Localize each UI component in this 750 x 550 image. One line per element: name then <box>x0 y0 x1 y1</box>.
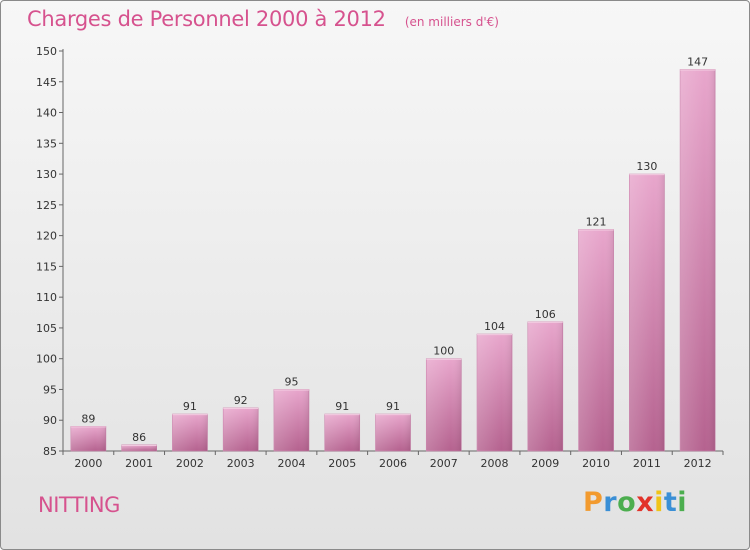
x-tick-label: 2008 <box>481 457 509 470</box>
bar-value-label: 92 <box>234 394 248 407</box>
y-tick-label: 135 <box>36 137 57 150</box>
x-tick-label: 2005 <box>328 457 356 470</box>
bar-value-label: 147 <box>687 55 708 68</box>
y-tick-label: 95 <box>43 383 57 396</box>
x-tick-label: 2003 <box>227 457 255 470</box>
y-tick-label: 125 <box>36 199 57 212</box>
proxiti-logo: Proxiti <box>583 487 687 518</box>
chart-title: Charges de Personnel 2000 à 2012 <box>27 7 386 31</box>
x-tick-label: 2009 <box>531 457 559 470</box>
chart-title-block: Charges de Personnel 2000 à 2012 (en mil… <box>27 7 499 31</box>
bar-value-label: 91 <box>386 400 400 413</box>
y-tick-label: 100 <box>36 353 57 366</box>
bar-value-label: 86 <box>132 431 146 444</box>
x-tick-label: 2004 <box>277 457 305 470</box>
x-tick-label: 2007 <box>430 457 458 470</box>
bar-value-label: 106 <box>535 308 556 321</box>
x-tick-label: 2011 <box>633 457 661 470</box>
x-tick-label: 2012 <box>684 457 712 470</box>
y-tick-label: 90 <box>43 414 57 427</box>
x-tick-label: 2002 <box>176 457 204 470</box>
x-tick-label: 2010 <box>582 457 610 470</box>
bar-value-label: 104 <box>484 320 505 333</box>
bar-shade <box>273 389 309 451</box>
bar-value-label: 91 <box>183 400 197 413</box>
x-tick-label: 2000 <box>74 457 102 470</box>
bar-shade <box>578 229 614 451</box>
bar-value-label: 121 <box>586 215 607 228</box>
x-tick-label: 2001 <box>125 457 153 470</box>
logo-letter: r <box>603 487 618 518</box>
chart-unit: (en milliers d'€) <box>404 15 499 29</box>
y-tick-label: 105 <box>36 322 57 335</box>
logo-letter: P <box>583 487 604 518</box>
bar-shade <box>121 444 157 451</box>
y-tick-label: 115 <box>36 260 57 273</box>
commune-name: NITTING <box>38 493 120 517</box>
logo-letter: i <box>677 487 688 518</box>
bar-shade <box>223 407 259 451</box>
logo-letter: o <box>617 487 637 518</box>
bar-value-label: 89 <box>81 412 95 425</box>
y-tick-label: 140 <box>36 107 57 120</box>
y-tick-label: 130 <box>36 168 57 181</box>
x-tick-label: 2006 <box>379 457 407 470</box>
y-tick-label: 120 <box>36 230 57 243</box>
y-tick-label: 145 <box>36 76 57 89</box>
bar-value-label: 130 <box>636 160 657 173</box>
bar-value-label: 100 <box>433 345 454 358</box>
y-tick-label: 150 <box>36 45 57 58</box>
bar-shade <box>375 414 411 451</box>
bar-shade <box>324 414 360 451</box>
bar-shade <box>477 334 513 451</box>
y-tick-label: 85 <box>43 445 57 458</box>
bar-value-label: 95 <box>284 375 298 388</box>
bar-value-label: 91 <box>335 400 349 413</box>
logo-letter: i <box>654 487 664 518</box>
bar-shade <box>629 174 665 452</box>
bar-shade <box>70 426 106 451</box>
bar-shade <box>527 321 563 451</box>
y-tick-label: 110 <box>36 291 57 304</box>
bar-shade <box>426 358 462 451</box>
logo-letter: t <box>663 487 678 518</box>
logo-letter: x <box>636 487 655 518</box>
bar-shade <box>172 414 208 451</box>
bar-shade <box>680 69 716 451</box>
